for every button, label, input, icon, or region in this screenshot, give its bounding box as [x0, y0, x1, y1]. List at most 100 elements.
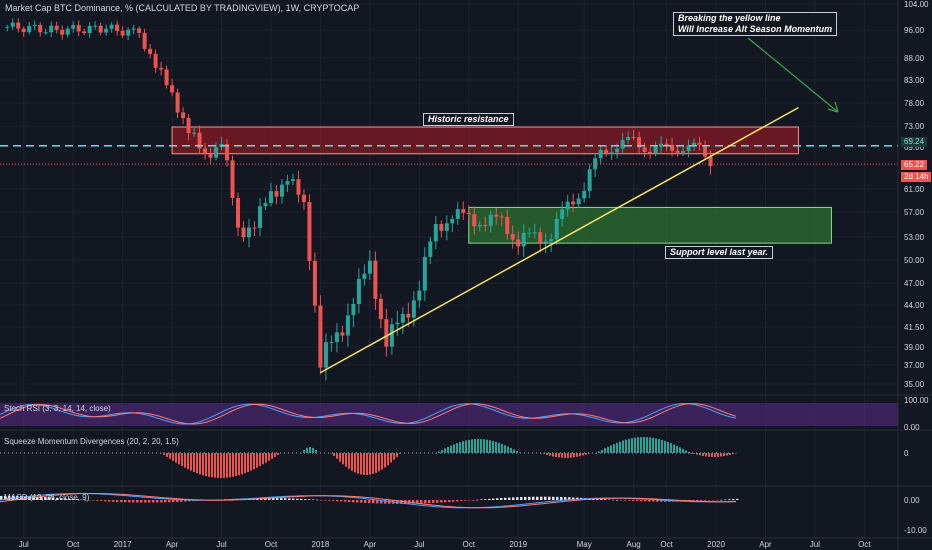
- squeeze-bar: [202, 453, 204, 476]
- candle-body: [532, 232, 537, 234]
- macd-histogram-bar: [76, 499, 79, 500]
- squeeze-bar: [345, 453, 347, 467]
- x-tick-label: Jul: [19, 540, 29, 549]
- candle-body: [76, 25, 81, 32]
- squeeze-bar: [474, 439, 476, 453]
- squeeze-bar: [175, 453, 177, 463]
- squeeze-bar: [250, 453, 252, 471]
- macd-histogram-bar: [128, 500, 131, 503]
- candle-body: [450, 218, 455, 224]
- last-price-tag: 65.22: [901, 160, 928, 170]
- candle-body: [104, 28, 109, 33]
- x-tick-label: Jul: [216, 540, 226, 549]
- macd-histogram-bar: [100, 500, 103, 502]
- macd-histogram-bar: [300, 498, 303, 500]
- candle-body: [428, 241, 433, 257]
- candle-body: [406, 313, 411, 318]
- candle-body: [236, 197, 241, 228]
- macd-histogram-bar: [72, 498, 75, 500]
- candle-body: [186, 118, 191, 134]
- squeeze-bar: [357, 453, 359, 474]
- squeeze-bar: [676, 445, 678, 453]
- yellow-trendline: [320, 106, 799, 374]
- squeeze-bar: [315, 450, 317, 453]
- macd-histogram-bar: [8, 495, 11, 500]
- candle-body: [214, 147, 219, 158]
- squeeze-bar: [438, 451, 440, 453]
- macd-histogram-bar: [84, 499, 87, 501]
- candle-body: [93, 25, 98, 27]
- x-tick-label: 2018: [312, 540, 330, 549]
- squeeze-bar: [253, 453, 255, 470]
- candle-body: [439, 224, 444, 231]
- x-tick-label: Oct: [67, 540, 80, 549]
- candle-body: [312, 260, 317, 306]
- squeeze-bar: [658, 439, 660, 453]
- macd-histogram-bar: [452, 500, 455, 502]
- squeeze-bar: [717, 453, 719, 457]
- squeeze-bar: [567, 453, 569, 458]
- macd-histogram-bar: [524, 496, 527, 500]
- squeeze-bar: [211, 453, 213, 478]
- squeeze-bar: [714, 453, 716, 457]
- macd-histogram-bar: [500, 498, 503, 500]
- squeeze-bar: [510, 447, 512, 453]
- squeeze-bar: [696, 453, 698, 455]
- x-tick-label: Jul: [414, 540, 424, 549]
- candle-body: [527, 232, 532, 234]
- macd-histogram-bar: [116, 500, 119, 502]
- macd-histogram-bar: [436, 500, 439, 503]
- macd-histogram-bar: [620, 500, 623, 501]
- macd-histogram-bar: [424, 500, 427, 504]
- macd-histogram-bar: [264, 498, 267, 500]
- squeeze-bar: [690, 453, 692, 454]
- candle-body: [637, 137, 642, 148]
- squeeze-bar: [232, 453, 234, 477]
- macd-signal-line: [0, 493, 737, 509]
- candle-body: [587, 169, 592, 191]
- macd-histogram-bar: [736, 498, 739, 500]
- squeeze-bar: [193, 453, 195, 473]
- candle-body: [175, 92, 180, 113]
- countdown-tag: 2d 14h: [901, 172, 932, 182]
- candle-body: [686, 145, 691, 152]
- squeeze-bar: [631, 438, 633, 453]
- macd-histogram-bar: [496, 498, 499, 500]
- squeeze-bar: [661, 439, 663, 453]
- candle-body: [395, 322, 400, 325]
- squeeze-bar: [196, 453, 198, 474]
- squeeze-bar: [471, 439, 473, 453]
- candle-body: [648, 151, 653, 154]
- candle-body: [82, 31, 87, 34]
- squeeze-bar: [378, 453, 380, 472]
- macd-histogram-bar: [460, 500, 463, 502]
- candle-body: [208, 154, 213, 158]
- macd-histogram-bar: [32, 496, 35, 500]
- squeeze-bar: [598, 451, 600, 453]
- squeeze-bar: [646, 437, 648, 453]
- macd-tick-label: 0.00: [904, 496, 920, 505]
- stoch-k-line: [0, 403, 737, 425]
- squeeze-bar: [498, 442, 500, 453]
- squeeze-bar: [561, 453, 563, 458]
- squeeze-bar: [670, 443, 672, 453]
- squeeze-bar: [585, 453, 587, 455]
- macd-histogram-bar: [540, 496, 543, 500]
- macd-histogram-bar: [548, 496, 551, 500]
- squeeze-bar: [462, 441, 464, 453]
- macd-histogram-bar: [168, 500, 171, 503]
- squeeze-bar: [238, 453, 240, 476]
- candle-body: [433, 224, 438, 242]
- macd-histogram-bar: [700, 500, 703, 501]
- squeeze-bar: [622, 440, 624, 453]
- squeeze-bar: [274, 453, 276, 457]
- candle-body: [351, 304, 356, 316]
- macd-histogram-bar: [536, 496, 539, 500]
- macd-histogram-bar: [660, 500, 663, 502]
- squeeze-bar: [573, 453, 575, 458]
- squeeze-bar: [693, 453, 695, 454]
- macd-histogram-bar: [396, 500, 399, 504]
- squeeze-bar: [277, 453, 279, 455]
- squeeze-bar: [220, 453, 222, 478]
- candle-body: [159, 67, 164, 70]
